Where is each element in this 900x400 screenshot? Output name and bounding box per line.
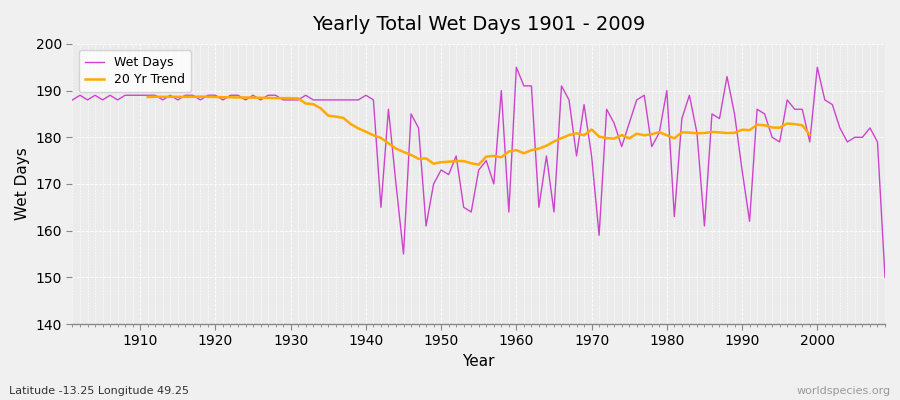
20 Yr Trend (473, 162, 484, 167)
Line: Wet Days: Wet Days (73, 67, 885, 277)
Y-axis label: Wet Days: Wet Days (15, 148, 30, 220)
20 Yr Trend (195, 94, 206, 99)
Wet Days (127, 93, 138, 98)
20 Yr Trend (805, 132, 815, 137)
Wet Days (292, 98, 303, 102)
20 Yr Trend (744, 128, 755, 132)
X-axis label: Year: Year (463, 354, 495, 369)
Line: 20 Yr Trend: 20 Yr Trend (148, 96, 810, 165)
Text: worldspecies.org: worldspecies.org (796, 386, 891, 396)
Wet Days (518, 84, 529, 88)
Wet Days (608, 121, 619, 126)
20 Yr Trend (232, 95, 243, 100)
Wet Days (511, 65, 522, 70)
20 Yr Trend (285, 96, 296, 100)
20 Yr Trend (496, 155, 507, 160)
Wet Days (503, 210, 514, 214)
Title: Yearly Total Wet Days 1901 - 2009: Yearly Total Wet Days 1901 - 2009 (312, 15, 645, 34)
Wet Days (338, 98, 348, 102)
Text: Latitude -13.25 Longitude 49.25: Latitude -13.25 Longitude 49.25 (9, 386, 189, 396)
Legend: Wet Days, 20 Yr Trend: Wet Days, 20 Yr Trend (78, 50, 191, 92)
Wet Days (879, 275, 890, 280)
Wet Days (68, 98, 78, 102)
20 Yr Trend (406, 152, 417, 157)
20 Yr Trend (142, 95, 153, 100)
20 Yr Trend (218, 95, 229, 100)
